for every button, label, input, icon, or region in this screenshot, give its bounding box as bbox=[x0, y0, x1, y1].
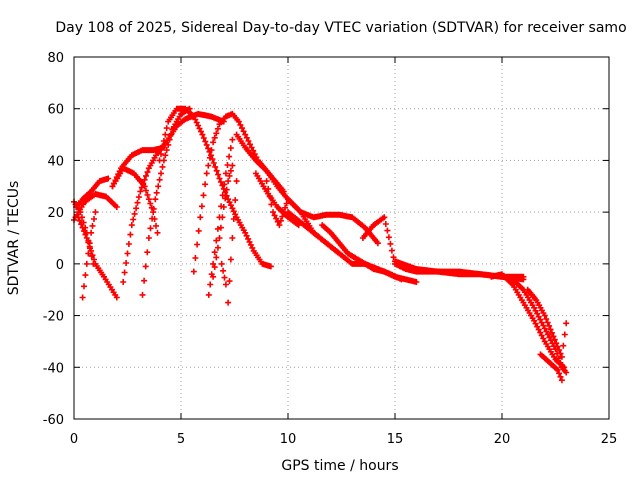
data-point-markers bbox=[218, 178, 240, 306]
series-track-14 bbox=[210, 162, 236, 280]
series-track-23 bbox=[488, 271, 568, 371]
data-point-markers bbox=[156, 105, 274, 270]
series-track-26 bbox=[537, 351, 565, 384]
series-track-10 bbox=[156, 105, 274, 270]
y-tick-label: 20 bbox=[47, 206, 64, 221]
grid-lines bbox=[74, 57, 609, 419]
data-point-markers bbox=[73, 175, 112, 210]
y-tick-label: 40 bbox=[47, 154, 64, 169]
x-tick-label: 10 bbox=[280, 432, 297, 447]
plot-border bbox=[73, 56, 610, 420]
y-axis-label: SDTVAR / TECUs bbox=[6, 181, 22, 296]
data-point-markers bbox=[79, 209, 99, 301]
x-tick-label: 15 bbox=[387, 432, 404, 447]
data-point-markers bbox=[537, 351, 565, 384]
y-tick-label: 80 bbox=[47, 51, 64, 66]
x-tick-label: 0 bbox=[70, 432, 78, 447]
x-axis-label: GPS time / hours bbox=[281, 458, 398, 474]
series-track-4 bbox=[75, 214, 120, 301]
series-track-15 bbox=[218, 178, 240, 306]
data-point-markers bbox=[169, 110, 227, 133]
plot-area bbox=[71, 105, 570, 384]
series-track-5 bbox=[79, 209, 99, 301]
series-track-7 bbox=[109, 165, 161, 236]
x-tick-label: 5 bbox=[177, 432, 185, 447]
series-track-20 bbox=[319, 222, 420, 285]
data-point-markers bbox=[319, 222, 420, 285]
y-tick-label: -40 bbox=[43, 361, 64, 376]
data-point-markers bbox=[210, 162, 236, 280]
series-track-2 bbox=[73, 175, 112, 210]
x-tick-label: 25 bbox=[601, 432, 618, 447]
data-point-markers bbox=[524, 286, 570, 360]
y-tick-label: -60 bbox=[43, 413, 64, 428]
series-track-11 bbox=[169, 110, 227, 133]
data-point-markers bbox=[509, 276, 570, 376]
series-track-24 bbox=[509, 276, 570, 376]
y-tick-label: 0 bbox=[56, 258, 64, 273]
y-tick-label: -20 bbox=[43, 310, 64, 325]
y-tick-label: 60 bbox=[47, 103, 64, 118]
chart-title: Day 108 of 2025, Sidereal Day-to-day VTE… bbox=[55, 20, 626, 36]
x-tick-label: 20 bbox=[494, 432, 511, 447]
data-point-markers bbox=[109, 165, 161, 236]
data-point-markers bbox=[75, 214, 120, 301]
data-point-markers bbox=[488, 271, 568, 371]
series-track-25 bbox=[524, 286, 570, 360]
